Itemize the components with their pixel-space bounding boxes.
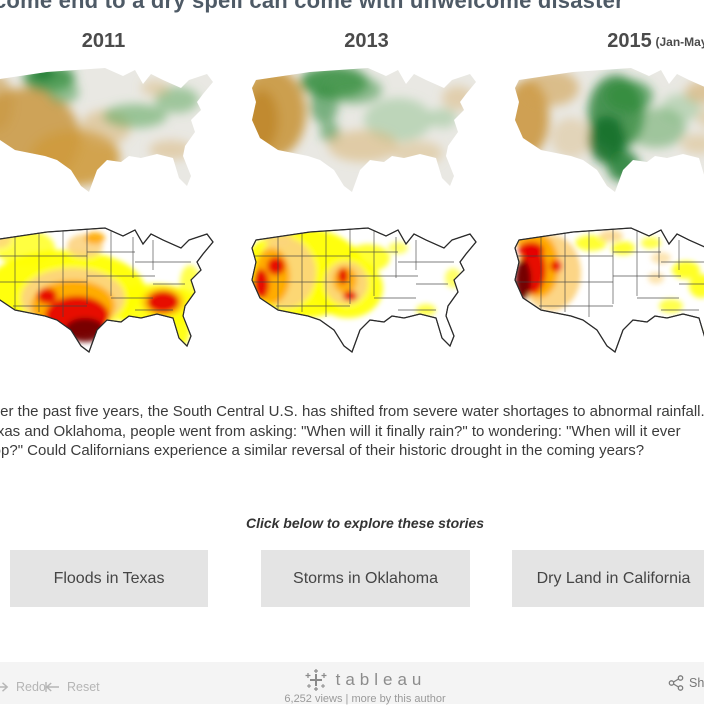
year-label-2015: 2015(Jan-May) — [498, 30, 704, 53]
share-button[interactable]: Share — [668, 675, 704, 691]
share-icon — [668, 675, 684, 691]
year-label-2011: 2011 — [0, 30, 235, 53]
dry-land-in-california-button[interactable]: Dry Land in California — [512, 550, 704, 607]
paragraph-line-2: Texas and Oklahoma, people went from ask… — [0, 422, 704, 442]
drought-map-2013[interactable] — [248, 212, 484, 372]
tableau-wordmark: tableau — [336, 670, 427, 690]
drought-map-2011[interactable] — [0, 212, 221, 372]
redo-arrow-icon — [0, 681, 10, 693]
precipitation-map-2011[interactable] — [0, 58, 221, 206]
paragraph-line-3: stop?" Could Californians experience a s… — [0, 441, 704, 461]
year-label-2013: 2013 — [235, 30, 498, 53]
drought-map-2015[interactable] — [511, 212, 704, 372]
share-label: Share — [689, 676, 704, 690]
map-column-2013: 2013 — [235, 0, 498, 400]
views-and-author-link[interactable]: 6,252 views | more by this author — [26, 693, 704, 705]
tableau-sparkle-icon — [304, 668, 328, 692]
tableau-toolbar: Redo Reset tableau 6,252 views | more by… — [0, 662, 704, 704]
intro-paragraph: Over the past five years, the South Cent… — [0, 402, 704, 461]
cta-heading: Click below to explore these stories — [26, 515, 704, 531]
year-suffix-jan-may: (Jan-May) — [656, 35, 704, 49]
paragraph-line-1: Over the past five years, the South Cent… — [0, 402, 704, 422]
storms-in-oklahoma-button[interactable]: Storms in Oklahoma — [261, 550, 470, 607]
map-column-2011: 2011 — [0, 0, 235, 400]
precipitation-map-2013[interactable] — [248, 58, 484, 206]
maps-grid: 2011 — [0, 0, 704, 400]
map-column-2015: 2015(Jan-May) — [498, 0, 704, 400]
precipitation-map-2015[interactable] — [511, 58, 704, 206]
tableau-logo[interactable]: tableau — [26, 668, 704, 692]
floods-in-texas-button[interactable]: Floods in Texas — [10, 550, 208, 607]
